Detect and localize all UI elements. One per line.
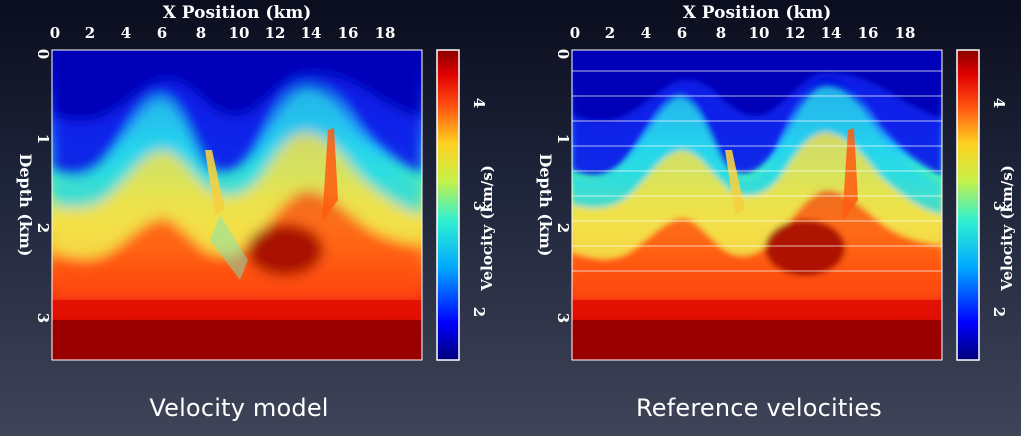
reference-velocities-figure: X Position (km) 0 2 4 6 8 10 12 14 16 18…: [536, 3, 1016, 361]
y-axis-title: Depth (km): [536, 154, 555, 257]
cb-tick-4: 4: [990, 98, 1008, 108]
x-tick-12: 12: [265, 24, 286, 42]
y-tick-labels: 0 1 2 3: [554, 49, 572, 323]
x-tick-18: 18: [375, 24, 396, 42]
cb-tick-3: 3: [470, 201, 488, 211]
velocity-model-panel: X Position (km) 0 2 4 6 8 10 12 14 16 18…: [0, 0, 510, 436]
x-tick-14: 14: [821, 24, 842, 42]
x-tick-4: 4: [641, 24, 651, 42]
y-tick-2: 2: [34, 223, 52, 233]
y-tick-1: 1: [554, 134, 572, 144]
reference-velocity-field: [572, 50, 942, 360]
x-tick-labels: 0 2 4 6 8 10 12 14 16 18: [570, 24, 916, 42]
plot-frame: [571, 49, 943, 361]
cb-tick-2: 2: [990, 307, 1008, 317]
y-axis-title: Depth (km): [16, 154, 35, 257]
cb-tick-3: 3: [990, 201, 1008, 211]
y-tick-1: 1: [34, 134, 52, 144]
colorbar-label: Velocity (km/s): [998, 165, 1016, 292]
block-artifacts: [572, 70, 942, 272]
x-axis-title: X Position (km): [683, 3, 832, 23]
x-tick-2: 2: [85, 24, 95, 42]
x-tick-0: 0: [50, 24, 60, 42]
y-tick-labels: 0 1 2 3: [34, 49, 52, 323]
x-tick-18: 18: [895, 24, 916, 42]
x-tick-16: 16: [338, 24, 359, 42]
colorbar: [436, 49, 460, 361]
x-tick-2: 2: [605, 24, 615, 42]
colorbar: [956, 49, 980, 361]
x-tick-8: 8: [196, 24, 206, 42]
velocity-field: [52, 50, 422, 360]
x-tick-16: 16: [858, 24, 879, 42]
x-tick-labels: 0 2 4 6 8 10 12 14 16 18: [50, 24, 396, 42]
y-tick-2: 2: [554, 223, 572, 233]
cb-tick-2: 2: [470, 307, 488, 317]
x-tick-10: 10: [229, 24, 250, 42]
cb-tick-4: 4: [470, 98, 488, 108]
plot-frame: [51, 49, 423, 361]
x-tick-12: 12: [785, 24, 806, 42]
colorbar-ticks: 2 3 4: [470, 98, 488, 317]
caption: Reference velocities: [635, 394, 882, 422]
colorbar-ticks: 2 3 4: [990, 98, 1008, 317]
x-tick-0: 0: [570, 24, 580, 42]
x-tick-6: 6: [677, 24, 687, 42]
colorbar-label: Velocity (km/s): [478, 165, 496, 292]
y-tick-0: 0: [34, 49, 52, 59]
x-tick-4: 4: [121, 24, 131, 42]
x-tick-8: 8: [716, 24, 726, 42]
y-tick-3: 3: [34, 313, 52, 323]
x-tick-10: 10: [749, 24, 770, 42]
velocity-model-figure: X Position (km) 0 2 4 6 8 10 12 14 16 18…: [16, 3, 496, 361]
x-tick-6: 6: [157, 24, 167, 42]
y-tick-0: 0: [554, 49, 572, 59]
reference-velocities-panel: X Position (km) 0 2 4 6 8 10 12 14 16 18…: [520, 0, 1021, 436]
caption: Velocity model: [149, 394, 329, 422]
x-axis-title: X Position (km): [163, 3, 312, 23]
y-tick-3: 3: [554, 313, 572, 323]
x-tick-14: 14: [301, 24, 322, 42]
